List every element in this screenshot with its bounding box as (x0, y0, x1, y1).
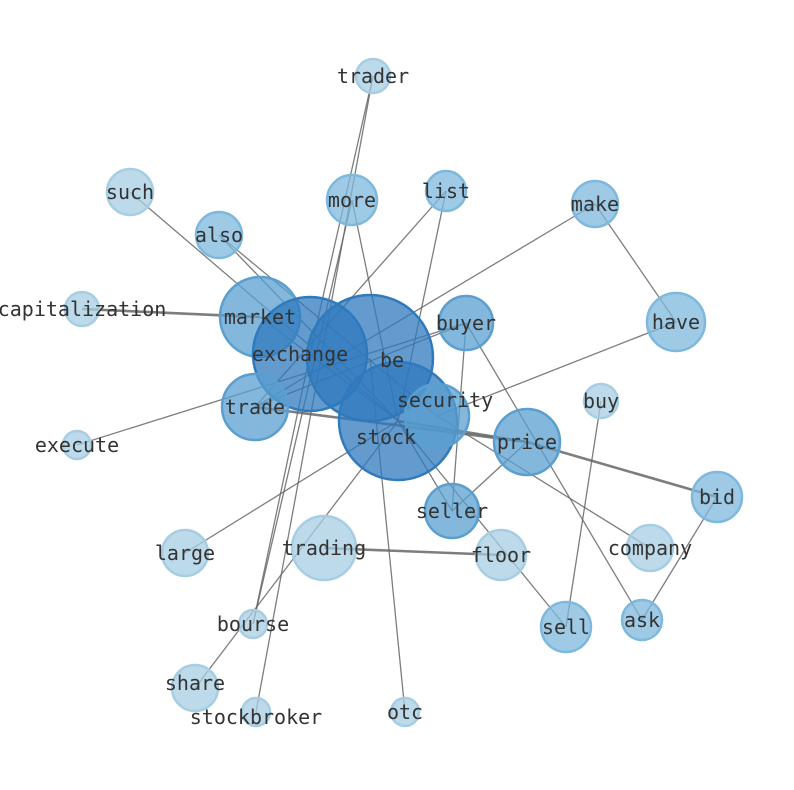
node-label-such: such (106, 180, 154, 204)
nodes: trader such more list make also capitalization… (0, 57, 744, 729)
node-label-have: have (652, 310, 700, 334)
node-label-stockbroker: stockbroker (190, 705, 322, 729)
edge-buy-sell (565, 400, 602, 628)
node-label-security: security (397, 388, 493, 412)
node-label-otc: otc (387, 700, 423, 724)
node-label-price: price (497, 430, 557, 454)
edge-have-security (436, 321, 677, 417)
node-make[interactable] (570, 179, 620, 229)
node-bourse[interactable] (237, 608, 269, 640)
node-label-bourse: bourse (217, 612, 289, 636)
node-have[interactable] (645, 291, 707, 353)
node-label-share: share (165, 671, 225, 695)
node-sell[interactable] (539, 600, 593, 654)
node-price[interactable] (492, 407, 562, 477)
node-buyer[interactable] (437, 294, 495, 352)
node-trading[interactable] (290, 514, 358, 582)
node-label-also: also (195, 223, 243, 247)
node-label-sell: sell (542, 615, 590, 639)
node-also[interactable] (194, 210, 244, 260)
node-stockbroker[interactable] (240, 696, 272, 728)
node-buy[interactable] (582, 382, 620, 420)
node-label-buy: buy (583, 389, 619, 413)
node-otc[interactable] (389, 696, 421, 728)
node-trade[interactable] (220, 372, 290, 442)
node-execute[interactable] (61, 429, 93, 461)
edge-security-company (436, 415, 651, 549)
node-seller[interactable] (423, 482, 481, 540)
node-label-exchange: exchange (252, 342, 348, 366)
node-label-execute: execute (35, 433, 119, 457)
node-label-buyer: buyer (436, 311, 496, 335)
node-large[interactable] (160, 528, 210, 578)
node-label-ask: ask (624, 608, 660, 632)
node-label-trading: trading (282, 536, 366, 560)
node-list[interactable] (424, 169, 468, 213)
node-ask[interactable] (620, 598, 664, 642)
node-label-large: large (155, 541, 215, 565)
node-label-floor: floor (471, 543, 531, 567)
node-such[interactable] (105, 167, 155, 217)
node-more[interactable] (325, 173, 379, 227)
node-bid[interactable] (690, 470, 744, 524)
node-trader[interactable] (354, 57, 392, 95)
node-capitalization[interactable] (63, 290, 101, 328)
node-label-list: list (422, 179, 470, 203)
edge-buyer-ask (465, 322, 643, 621)
node-label-stock: stock (356, 425, 416, 449)
node-company[interactable] (625, 523, 675, 573)
node-label-more: more (328, 188, 376, 212)
node-label-company: company (608, 536, 692, 560)
node-label-capitalization: capitalization (0, 297, 166, 321)
node-share[interactable] (170, 663, 220, 713)
node-security[interactable] (403, 382, 471, 450)
node-label-be: be (380, 348, 404, 372)
node-floor[interactable] (474, 528, 528, 582)
node-label-trader: trader (337, 64, 409, 88)
node-label-bid: bid (699, 485, 735, 509)
node-label-seller: seller (416, 499, 488, 523)
node-label-trade: trade (225, 395, 285, 419)
node-label-market: market (224, 305, 296, 329)
node-label-make: make (571, 192, 619, 216)
